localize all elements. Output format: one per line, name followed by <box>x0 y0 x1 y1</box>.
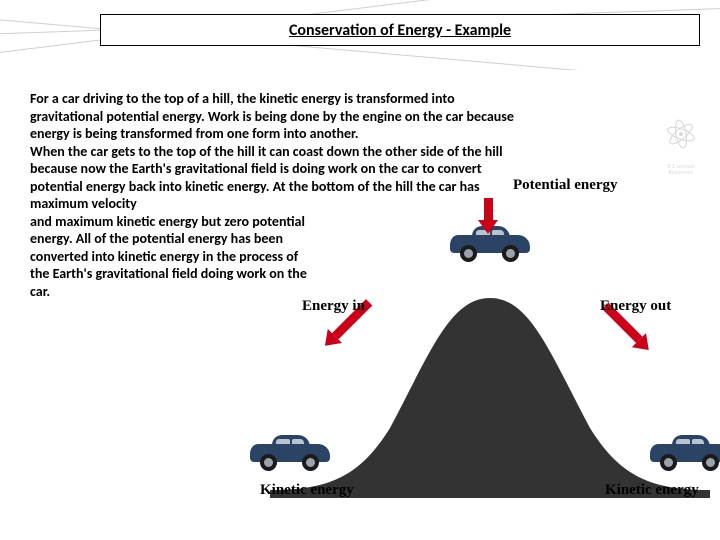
label-kinetic-left: Kinetic energy <box>260 482 354 499</box>
atom-icon <box>657 110 705 158</box>
slide-title: Conservation of Energy - Example <box>289 21 511 40</box>
body-text: For a car driving to the top of a hill, … <box>30 90 530 300</box>
car-right <box>650 436 720 471</box>
paragraph-2a: When the car gets to the top of the hill… <box>30 143 530 213</box>
brand-text: E Z science Resources <box>657 163 705 175</box>
brand-logo: E Z science Resources <box>657 110 705 158</box>
car-left <box>250 436 330 471</box>
slide: Conservation of Energy - Example For a c… <box>0 0 720 540</box>
title-box: Conservation of Energy - Example <box>100 14 700 46</box>
paragraph-1: For a car driving to the top of a hill, … <box>30 90 530 143</box>
label-energy-in: Energy in <box>302 298 365 315</box>
label-energy-out: Energy out <box>600 298 671 315</box>
paragraph-2b: and maximum kinetic energy but zero pote… <box>30 213 320 301</box>
label-kinetic-right: Kinetic energy <box>605 482 699 499</box>
